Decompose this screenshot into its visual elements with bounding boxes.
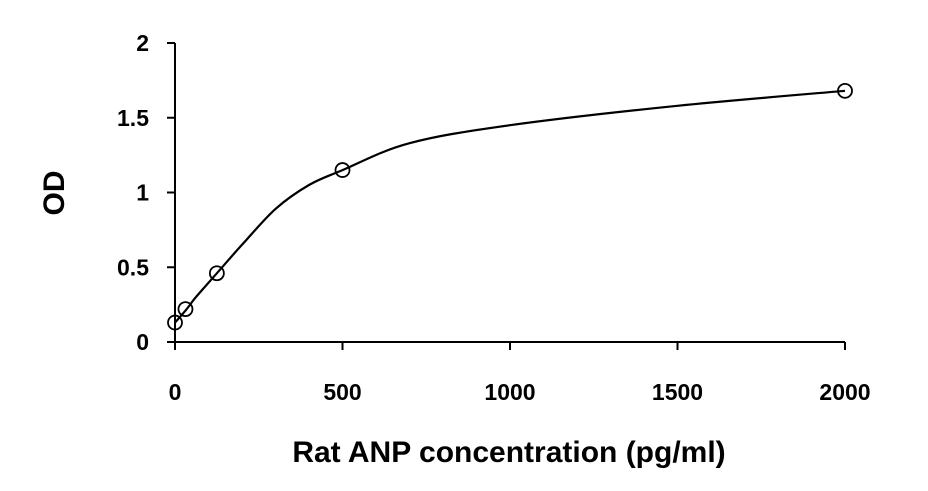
fit-curve — [174, 89, 846, 324]
y-tick-label: 1.5 — [117, 105, 149, 131]
data-points — [167, 82, 853, 331]
data-point — [167, 314, 183, 331]
data-point — [177, 301, 194, 318]
y-tick-label: 1 — [136, 180, 149, 206]
x-tick-label: 500 — [323, 379, 361, 405]
y-axis-ticks: 0 0.5 1 1.5 2 — [117, 30, 175, 355]
x-axis-title: Rat ANP concentration (pg/ml) — [292, 436, 725, 469]
y-axis-title: OD — [38, 171, 71, 216]
x-tick-label: 1500 — [652, 379, 703, 405]
x-tick-label: 1000 — [484, 379, 535, 405]
data-point — [334, 162, 351, 178]
y-tick-label: 2 — [136, 30, 149, 56]
x-axis-ticks: 0 500 1000 1500 2000 — [169, 342, 871, 405]
data-point — [837, 82, 853, 99]
data-point — [208, 265, 225, 282]
x-tick-label: 0 — [169, 379, 182, 405]
y-tick-label: 0.5 — [117, 254, 149, 280]
x-tick-label: 2000 — [819, 379, 870, 405]
y-tick-label: 0 — [136, 329, 149, 355]
